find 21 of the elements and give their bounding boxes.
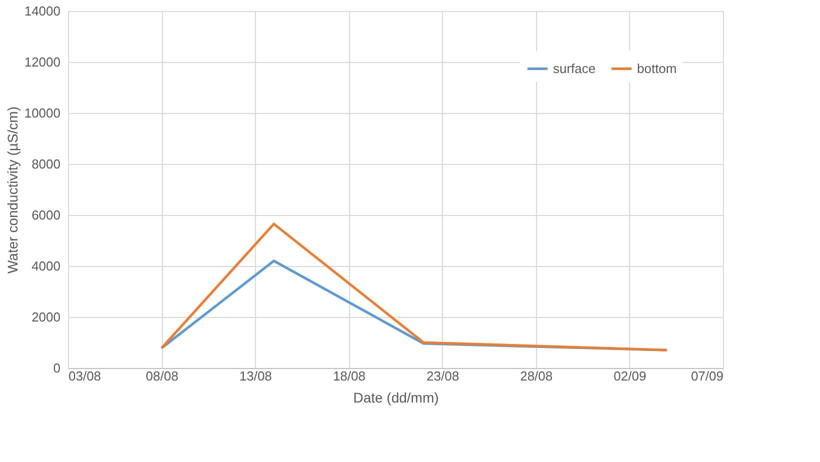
y-tick-label: 0 xyxy=(53,360,60,376)
y-tick-label: 2000 xyxy=(32,310,60,324)
y-tick-label: 6000 xyxy=(32,208,60,222)
x-tick-label: 18/08 xyxy=(332,368,366,384)
legend-label: bottom xyxy=(637,60,677,76)
y-tick-label: 4000 xyxy=(32,258,60,274)
x-axis-title: Date (dd/mm) xyxy=(353,390,439,406)
y-tick-label: 8000 xyxy=(32,156,60,172)
y-tick-label: 14000 xyxy=(24,4,60,18)
y-axis-title: Water conductivity (µS/cm) xyxy=(4,106,20,274)
x-tick-label: 23/08 xyxy=(426,368,460,384)
legend-label: surface xyxy=(553,60,596,76)
x-tick-label: 03/08 xyxy=(68,368,102,384)
y-tick-label: 10000 xyxy=(24,106,60,120)
x-tick-label: 02/09 xyxy=(614,368,646,384)
x-tick-label: 13/08 xyxy=(239,368,272,384)
x-tick-label: 08/08 xyxy=(146,368,178,384)
y-tick-label: 12000 xyxy=(24,54,60,70)
x-tick-label: 07/09 xyxy=(690,368,724,384)
line-series xyxy=(160,222,668,352)
x-tick-label: 28/08 xyxy=(520,368,553,384)
